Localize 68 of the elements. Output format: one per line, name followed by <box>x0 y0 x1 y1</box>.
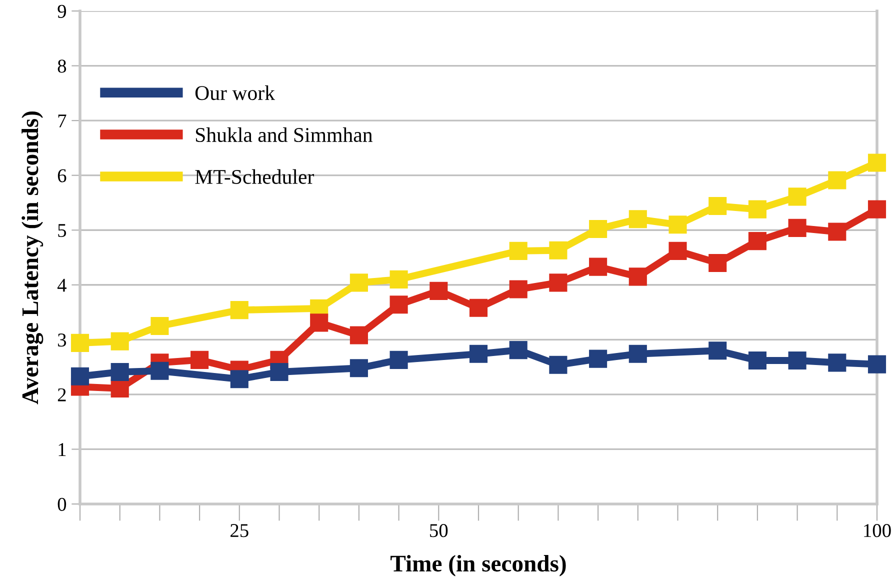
point <box>828 171 846 190</box>
point <box>350 359 368 378</box>
point <box>390 270 408 288</box>
point <box>589 350 608 368</box>
point <box>469 344 488 363</box>
point <box>509 242 528 260</box>
point <box>270 362 288 382</box>
legend-label: Our work <box>195 85 276 100</box>
x-axis-title: Time (in seconds) <box>390 554 566 576</box>
point <box>668 216 687 234</box>
y-tick-label: 2 <box>58 388 66 402</box>
point <box>708 254 727 272</box>
point <box>828 222 846 241</box>
y-tick-label: 6 <box>58 169 66 182</box>
point <box>509 280 528 298</box>
y-tick-label: 9 <box>58 4 66 18</box>
y-axis-title: Average Latency (in seconds) <box>22 112 44 404</box>
point <box>70 334 90 352</box>
point <box>549 241 568 260</box>
point <box>190 350 209 369</box>
point <box>350 326 368 344</box>
point <box>150 316 169 335</box>
point <box>589 220 608 238</box>
point <box>469 298 488 317</box>
point <box>668 242 687 260</box>
point <box>390 350 408 369</box>
point <box>868 200 886 218</box>
point <box>549 274 568 292</box>
point <box>110 332 129 350</box>
legend-label: MT-Scheduler <box>195 169 314 184</box>
point <box>828 354 846 372</box>
y-tick-label: 7 <box>58 114 66 128</box>
y-tick-label: 0 <box>58 498 66 511</box>
point <box>628 344 647 363</box>
point <box>110 379 129 398</box>
y-tick-label: 1 <box>58 443 66 456</box>
point <box>788 188 806 206</box>
point <box>230 301 248 320</box>
point <box>628 210 647 228</box>
point <box>70 367 90 386</box>
point <box>509 341 528 360</box>
point <box>708 196 727 216</box>
point <box>549 356 568 374</box>
point <box>589 258 608 276</box>
point <box>748 232 766 250</box>
point <box>628 268 647 286</box>
y-tick-label: 5 <box>58 224 66 238</box>
y-tick-label: 3 <box>58 334 66 347</box>
point <box>390 296 408 314</box>
point <box>310 314 328 332</box>
x-tick-label: 50 <box>430 524 448 538</box>
point <box>868 355 886 374</box>
legend-label: Shukla and Simmhan <box>196 127 372 142</box>
point <box>350 274 368 292</box>
point <box>788 218 806 237</box>
y-tick-label: 8 <box>58 60 66 73</box>
point <box>748 351 766 370</box>
x-tick-label: 25 <box>230 524 248 538</box>
point <box>748 200 766 218</box>
y-tick-label: 4 <box>57 278 66 292</box>
point <box>110 362 129 382</box>
point <box>708 342 727 360</box>
point <box>788 351 806 370</box>
point <box>868 154 886 172</box>
x-tick-label: 100 <box>864 524 891 538</box>
point <box>150 362 169 380</box>
point <box>430 282 448 300</box>
point <box>230 370 248 388</box>
